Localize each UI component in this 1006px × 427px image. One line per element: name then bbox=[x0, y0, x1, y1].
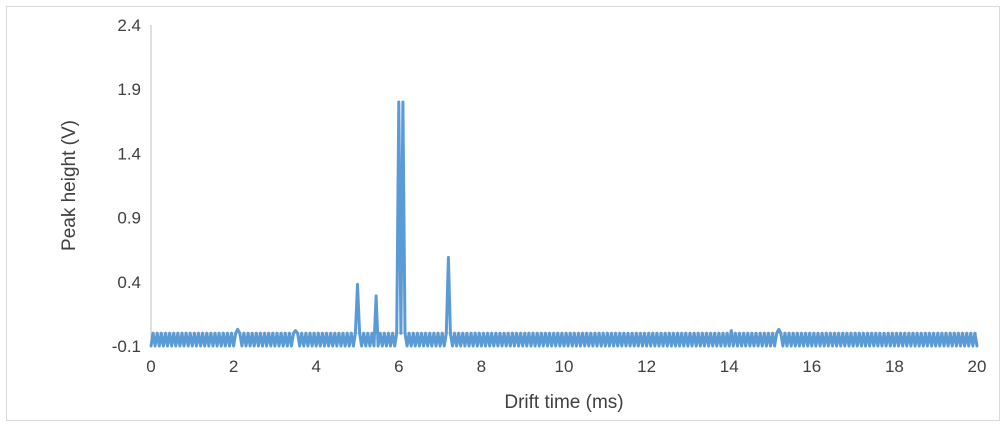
y-tick-label: 1.4 bbox=[117, 144, 141, 163]
x-tick-label: 16 bbox=[802, 357, 821, 376]
x-axis-title: Drift time (ms) bbox=[504, 392, 623, 413]
x-tick-label: 8 bbox=[477, 357, 486, 376]
x-tick-label: 12 bbox=[637, 357, 656, 376]
y-tick-label: -0.1 bbox=[112, 337, 141, 356]
y-tick-label: 1.9 bbox=[117, 80, 141, 99]
y-tick-label: 0.4 bbox=[117, 273, 141, 292]
x-tick-label: 6 bbox=[394, 357, 403, 376]
y-axis-title: Peak height (V) bbox=[59, 120, 80, 251]
series-line-peak-height bbox=[149, 100, 979, 348]
x-tick-label: 20 bbox=[968, 357, 987, 376]
x-tick-label: 10 bbox=[555, 357, 574, 376]
chart-frame bbox=[6, 6, 1000, 421]
x-tick-label: 18 bbox=[885, 357, 904, 376]
axes bbox=[150, 25, 977, 346]
x-tick-label: 2 bbox=[229, 357, 238, 376]
x-tick-label: 0 bbox=[146, 357, 155, 376]
x-tick-labels: 0 2 4 6 8 10 12 14 16 18 20 bbox=[146, 357, 986, 376]
y-tick-labels: -0.1 0.4 0.9 1.4 1.9 2.4 bbox=[112, 16, 141, 356]
y-tick-label: 0.9 bbox=[117, 209, 141, 228]
series-layer bbox=[149, 100, 979, 348]
x-tick-label: 4 bbox=[311, 357, 320, 376]
y-tick-label: 2.4 bbox=[117, 16, 141, 35]
x-tick-label: 14 bbox=[720, 357, 739, 376]
